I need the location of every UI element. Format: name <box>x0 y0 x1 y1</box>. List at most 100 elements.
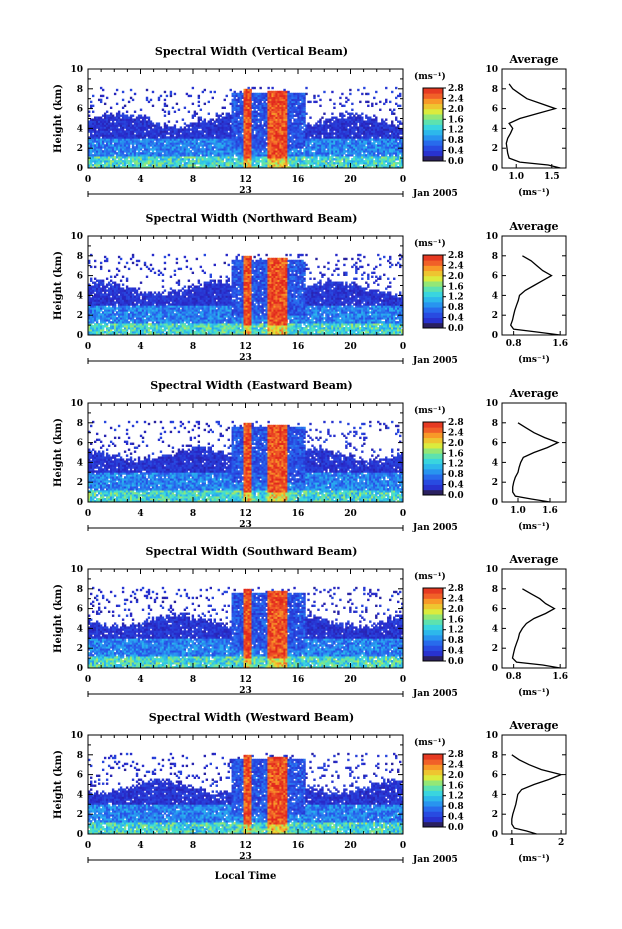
heatmap-cell <box>139 166 143 169</box>
heatmap-cell <box>127 150 131 153</box>
heatmap-cell <box>147 166 151 169</box>
heatmap-cell <box>149 132 153 135</box>
heatmap-cell <box>95 166 99 169</box>
heatmap-cell <box>113 158 117 161</box>
heatmap-cell <box>99 134 103 137</box>
heatmap-cell <box>103 162 107 165</box>
heatmap-cell <box>131 138 135 141</box>
heatmap-cell <box>143 160 147 163</box>
heatmap-cell <box>111 154 115 157</box>
heatmap-cell <box>167 166 171 169</box>
profile-y-tick-label: 10 <box>485 65 498 75</box>
heatmap-cell <box>111 160 115 163</box>
profile-title: Average <box>508 53 558 66</box>
heatmap-cell <box>153 162 157 165</box>
heatmap-cell <box>169 150 173 153</box>
heatmap-cell <box>175 140 179 143</box>
heatmap-cell <box>101 156 105 159</box>
y-tick-label: 6 <box>77 105 83 115</box>
heatmap-cell <box>155 126 159 129</box>
heatmap-cell <box>145 166 149 169</box>
heatmap-cell <box>125 142 129 145</box>
heatmap-cell <box>149 154 153 157</box>
heatmap-cell <box>91 104 95 108</box>
heatmap-cell <box>121 156 125 159</box>
heatmap-cell <box>399 92 402 96</box>
heatmap-cell <box>155 132 159 135</box>
heatmap-cell <box>88 160 91 163</box>
heatmap-cell <box>109 128 113 131</box>
heatmap-cell <box>107 150 111 153</box>
heatmap-cell <box>141 166 145 169</box>
heatmap-cell <box>175 142 179 145</box>
heatmap-cell <box>131 134 135 137</box>
heatmap-cell <box>99 146 103 149</box>
profile-x-tick-label: 1.0 <box>508 172 524 182</box>
y-tick-label: 0 <box>77 164 83 174</box>
heatmap-cell <box>105 144 109 147</box>
heatmap-cell <box>171 166 175 169</box>
heatmap-cell <box>139 132 143 135</box>
heatmap-cell <box>95 152 99 155</box>
heatmap-cell <box>93 124 97 127</box>
heatmap-cell <box>159 160 163 163</box>
heatmap-cell <box>139 162 143 165</box>
heatmap-cell <box>339 96 342 100</box>
heatmap-cell <box>109 142 113 145</box>
heatmap-cell <box>133 120 137 123</box>
heatmap-cell <box>135 156 139 159</box>
heatmap-cell <box>99 126 103 129</box>
heatmap-cell <box>109 112 113 115</box>
heatmap-cell <box>99 156 103 159</box>
heatmap-cell <box>179 150 183 153</box>
heatmap-cell <box>103 136 107 139</box>
heatmap-cell <box>117 110 121 113</box>
heatmap-cell <box>137 154 141 157</box>
heatmap-cell <box>195 112 199 115</box>
heatmap-cells <box>88 86 404 169</box>
heatmap-cell <box>91 138 95 141</box>
heatmap-cell <box>117 160 121 163</box>
heatmap-cell <box>183 140 187 143</box>
heatmap-cell <box>119 158 123 161</box>
heatmap-cell <box>171 142 175 145</box>
heatmap-cell <box>163 160 167 163</box>
heatmap-cell <box>145 96 149 100</box>
heatmap-cell <box>165 130 169 133</box>
heatmap-cell <box>127 138 131 141</box>
heatmap-cell <box>91 150 95 153</box>
heatmap-cell <box>117 162 121 165</box>
heatmap-cell <box>173 146 177 149</box>
heatmap-cell <box>135 154 139 157</box>
heatmap-cell <box>123 146 127 149</box>
heatmap-cell <box>181 132 185 135</box>
heatmap-cell <box>115 122 119 125</box>
heatmap-cell <box>129 164 133 167</box>
heatmap-cell <box>141 126 145 129</box>
heatmap-cell <box>101 118 105 121</box>
heatmap-cell <box>99 150 103 153</box>
heatmap-cell <box>97 124 101 127</box>
heatmap-cell <box>129 156 133 159</box>
heatmap-cell <box>253 86 256 90</box>
heatmap-cell <box>151 122 155 125</box>
heatmap-cell <box>181 166 185 169</box>
heatmap-cell <box>183 134 187 137</box>
heatmap-cell <box>175 150 179 153</box>
heatmap-cell <box>159 162 163 165</box>
heatmap-cell <box>97 120 101 123</box>
heatmap-cell <box>125 110 129 113</box>
heatmap-cell <box>107 136 111 139</box>
heatmap-cell <box>169 94 173 98</box>
heatmap-cell <box>131 140 135 143</box>
heatmap-cell <box>155 134 159 137</box>
heatmap-cell <box>171 148 175 151</box>
heatmap-cell <box>113 150 117 153</box>
heatmap-cell <box>115 142 119 145</box>
heatmap-cell <box>111 132 115 135</box>
heatmap-cell <box>105 146 109 149</box>
heatmap-cell <box>189 94 193 98</box>
heatmap-cell <box>187 132 191 135</box>
heatmap-cell <box>95 118 99 121</box>
heatmap-cell <box>99 94 103 98</box>
